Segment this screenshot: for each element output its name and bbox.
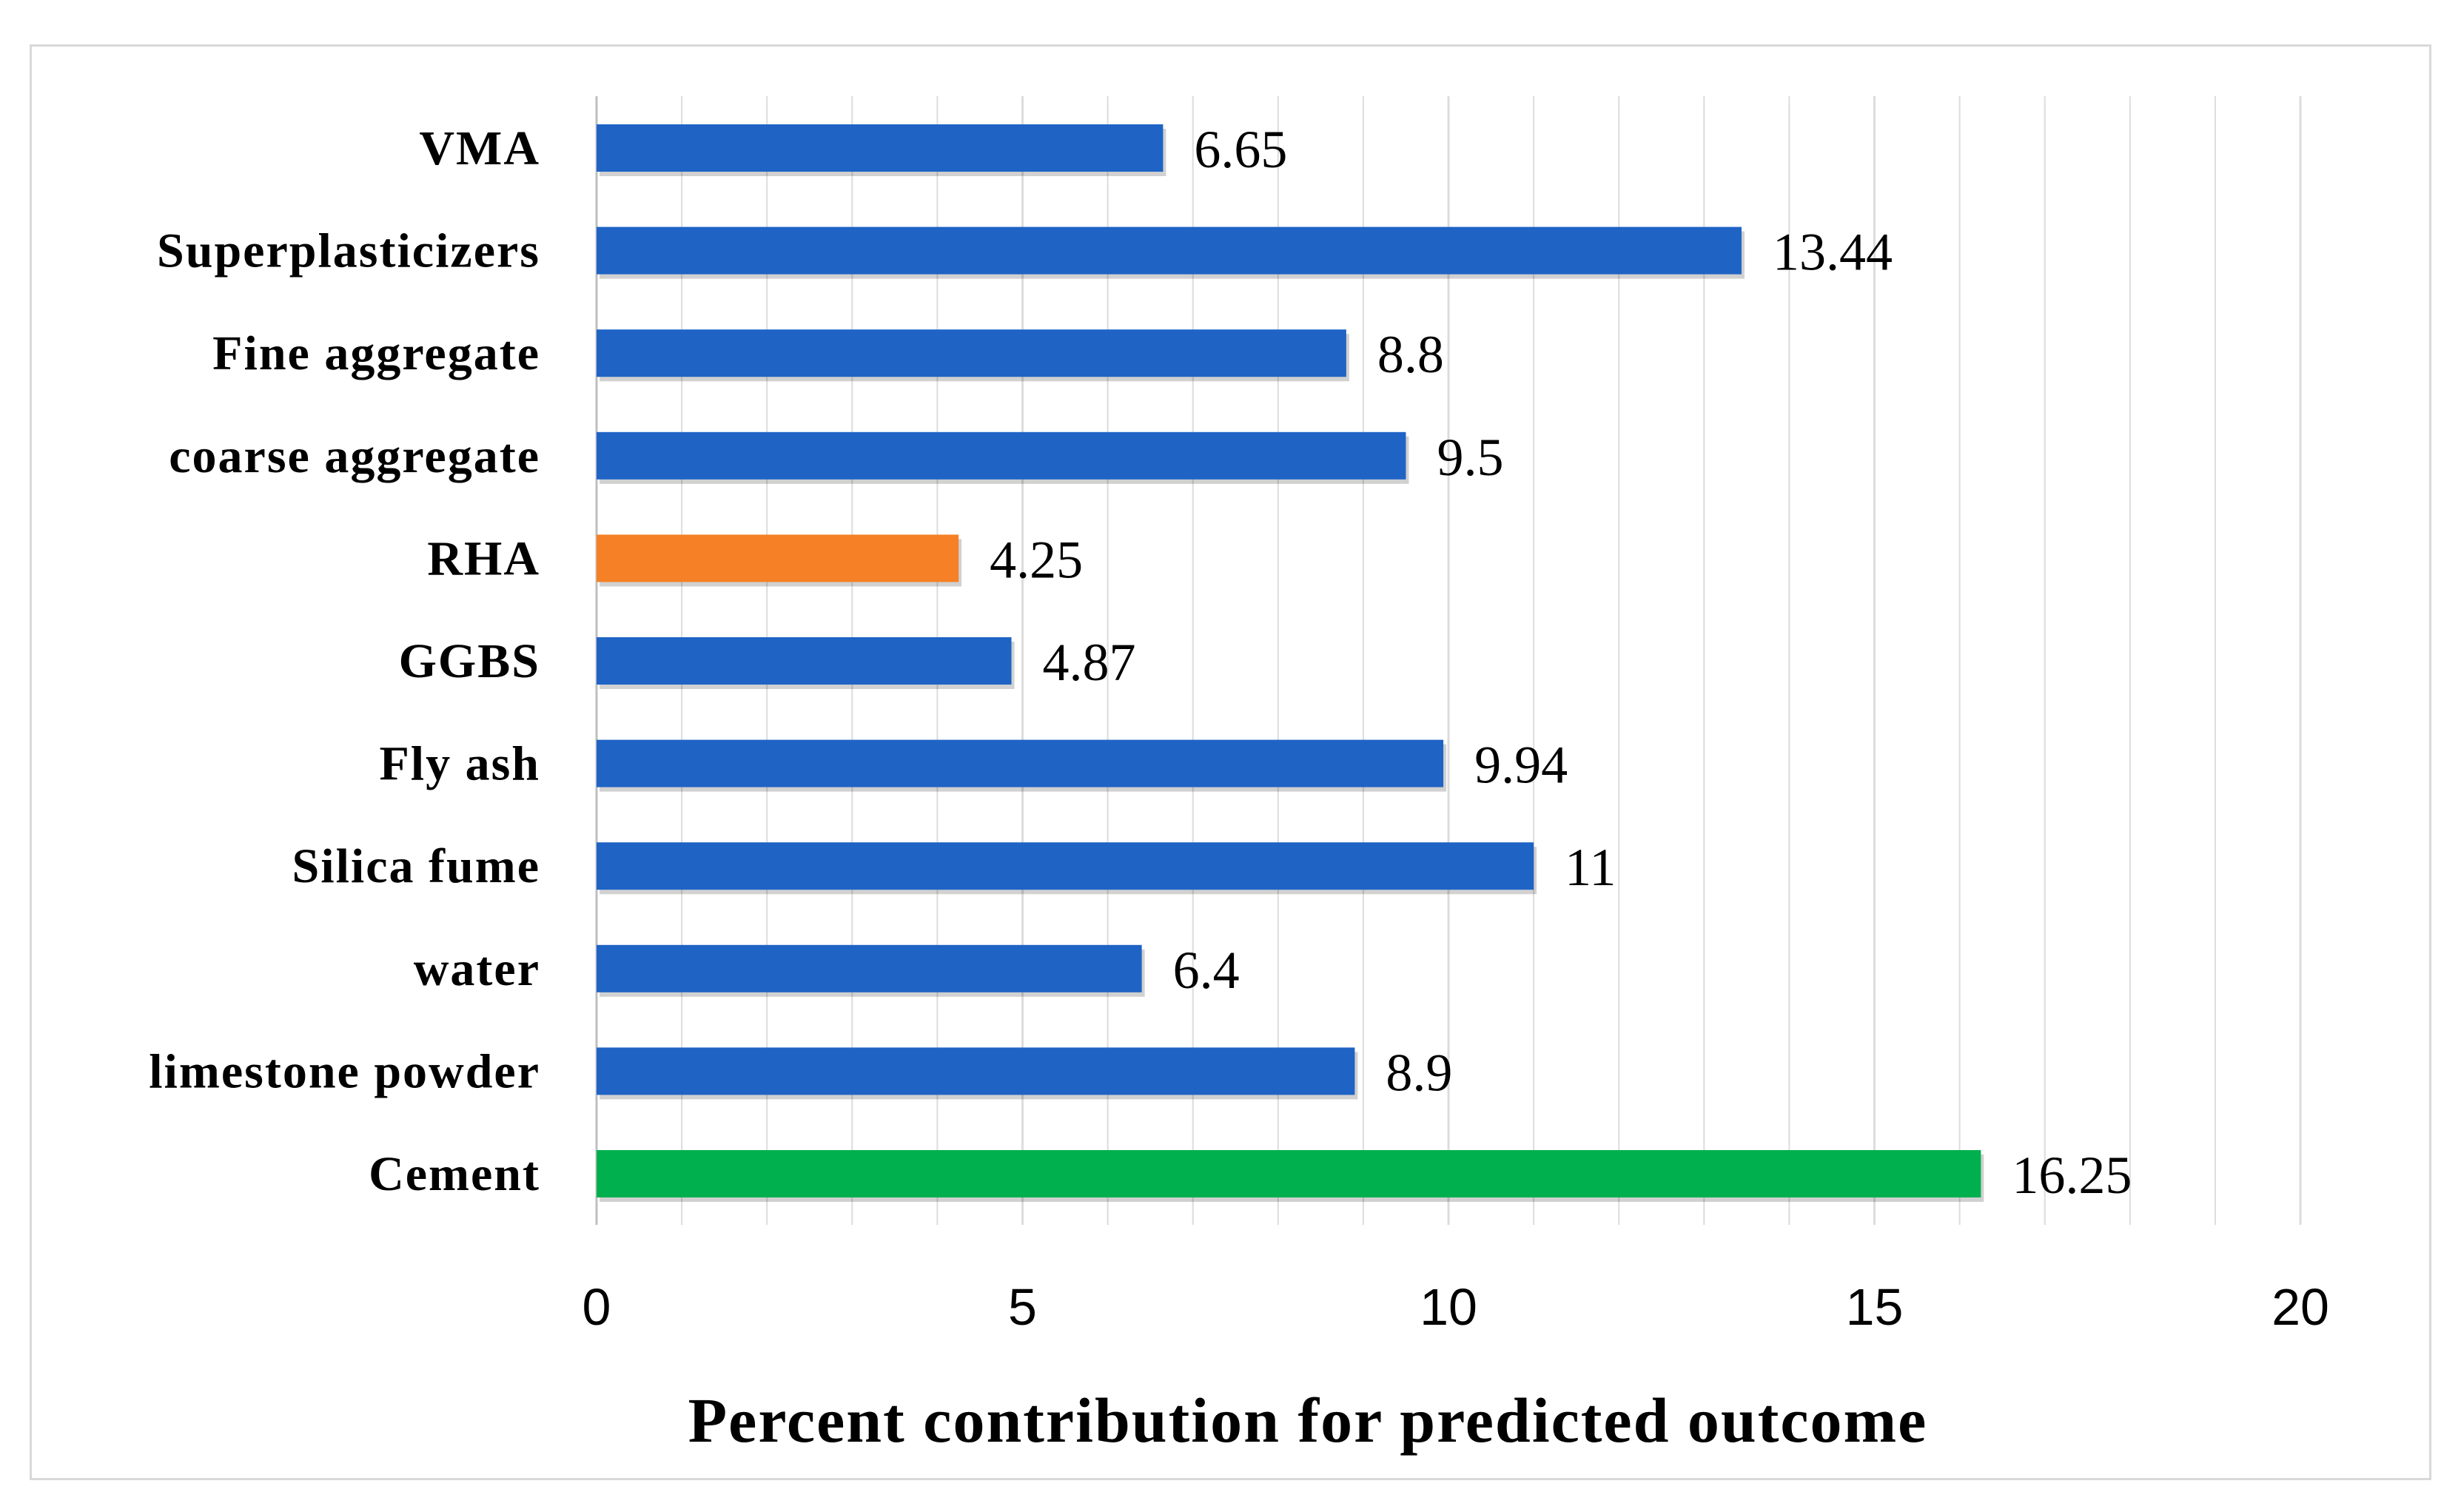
- bar-cement: [597, 1150, 1981, 1197]
- value-label-rha: 4.25: [990, 530, 1083, 589]
- x-tick-5: 5: [1008, 1278, 1037, 1336]
- bar-rha: [597, 534, 959, 582]
- x-tick-10: 10: [1420, 1278, 1477, 1336]
- bar-coarse-aggregate: [597, 431, 1406, 480]
- bar-superplasticizers: [597, 226, 1742, 275]
- category-label-ggbs: GGBS: [399, 634, 540, 688]
- x-axis-title: Percent contribution for predicted outco…: [688, 1385, 1928, 1456]
- category-labels: VMA Superplasticizers Fine aggregate coarse…: [149, 121, 540, 1201]
- value-labels: 6.65 13.44 8.8 9.5 4.25 4.87 9.94 11 6.4 8.9 16.25: [990, 120, 2132, 1205]
- bar-ggbs: [597, 637, 1012, 685]
- value-label-silica-fume: 11: [1565, 838, 1616, 897]
- value-label-vma: 6.65: [1194, 120, 1287, 179]
- category-label-coarse-aggregate: coarse aggregate: [169, 429, 540, 483]
- value-label-cement: 16.25: [2012, 1146, 2132, 1205]
- category-label-limestone-powder: limestone powder: [149, 1044, 540, 1098]
- x-tick-labels: 0 5 10 15 20: [582, 1278, 2329, 1336]
- bar-fly-ash: [597, 739, 1444, 787]
- category-label-cement: Cement: [369, 1147, 540, 1201]
- value-label-water: 6.4: [1173, 941, 1240, 1000]
- category-label-superplasticizers: Superplasticizers: [157, 224, 540, 278]
- category-label-water: water: [414, 942, 540, 996]
- value-label-superplasticizers: 13.44: [1773, 223, 1893, 282]
- bar-limestone-powder: [597, 1047, 1355, 1095]
- x-tick-15: 15: [1846, 1278, 1904, 1336]
- x-tick-0: 0: [582, 1278, 611, 1336]
- x-tick-20: 20: [2272, 1278, 2329, 1336]
- category-label-fly-ash: Fly ash: [379, 737, 540, 791]
- bars: [597, 124, 1984, 1202]
- value-label-fine-aggregate: 8.8: [1377, 325, 1444, 384]
- bar-vma: [597, 124, 1164, 172]
- value-label-coarse-aggregate: 9.5: [1437, 428, 1503, 487]
- category-label-silica-fume: Silica fume: [292, 839, 540, 893]
- bar-silica-fume: [597, 842, 1534, 890]
- category-label-rha: RHA: [427, 531, 540, 585]
- value-label-limestone-powder: 8.9: [1386, 1043, 1452, 1102]
- bar-water: [597, 944, 1142, 992]
- category-label-fine-aggregate: Fine aggregate: [212, 326, 540, 380]
- value-label-fly-ash: 9.94: [1474, 736, 1568, 795]
- bar-fine-aggregate: [597, 329, 1346, 377]
- value-label-ggbs: 4.87: [1043, 633, 1136, 692]
- category-label-vma: VMA: [419, 121, 540, 175]
- gridlines: [595, 96, 2302, 1225]
